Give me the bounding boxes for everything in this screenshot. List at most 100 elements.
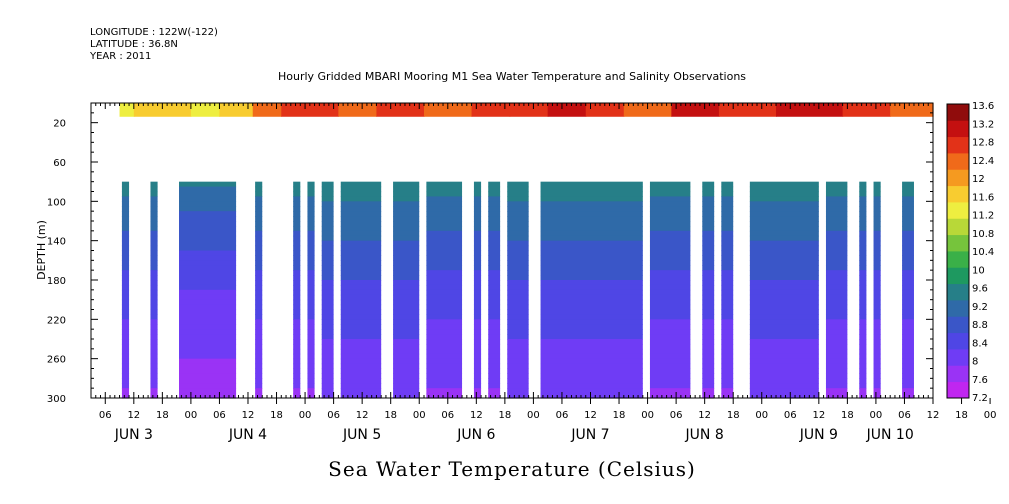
temperature-cell	[473, 265, 482, 271]
temperature-cell	[179, 304, 237, 311]
temperature-cell	[426, 358, 463, 365]
temperature-cell	[179, 388, 237, 394]
temperature-cell	[507, 309, 529, 316]
temperature-cell	[473, 270, 482, 276]
temperature-cell	[859, 363, 867, 370]
temperature-cell	[873, 216, 881, 222]
temperature-cell	[426, 339, 463, 345]
temperature-cell	[293, 206, 301, 212]
temperature-cell	[255, 348, 263, 355]
temperature-cell	[540, 255, 643, 261]
temperature-cell	[859, 348, 867, 355]
temperature-cell	[540, 270, 643, 276]
temperature-cell	[825, 348, 848, 355]
temperature-cell	[488, 294, 501, 301]
temperature-cell	[825, 211, 848, 217]
temperature-cell	[307, 181, 315, 188]
date-label: JUN 3	[114, 427, 153, 443]
temperature-cell	[902, 280, 914, 286]
temperature-cell	[121, 304, 130, 311]
temperature-cell	[293, 201, 301, 207]
temperature-cell	[825, 275, 848, 281]
temperature-cell	[721, 211, 734, 217]
temperature-cell	[721, 299, 734, 306]
temperature-cell	[507, 225, 529, 232]
surface-cell	[252, 103, 282, 117]
temperature-cell	[321, 216, 334, 222]
temperature-cell	[473, 294, 482, 301]
temperature-cell	[902, 211, 914, 217]
temperature-cell	[649, 383, 691, 389]
temperature-cell	[321, 289, 334, 296]
temperature-cell	[749, 378, 819, 384]
temperature-cell	[540, 343, 643, 350]
temperature-cell	[721, 378, 734, 384]
temperature-cell	[321, 260, 334, 266]
temperature-cell	[393, 260, 420, 266]
temperature-cell	[393, 339, 420, 345]
temperature-cell	[340, 245, 382, 252]
temperature-cell	[825, 353, 848, 360]
surface-cell	[376, 103, 425, 117]
temperature-cell	[150, 343, 158, 350]
temperature-cell	[507, 260, 529, 266]
temperature-cell	[255, 181, 263, 188]
temperature-cell	[426, 373, 463, 379]
temperature-cell	[293, 329, 301, 335]
temperature-cell	[749, 255, 819, 261]
surface-cell	[338, 103, 378, 117]
temperature-cell	[121, 191, 130, 198]
temperature-cell	[179, 245, 237, 252]
surface-cell	[119, 103, 135, 117]
temperature-cell	[649, 319, 691, 325]
colorbar-label: 13.6	[972, 101, 994, 112]
temperature-cell	[902, 378, 914, 384]
temperature-cell	[150, 294, 158, 301]
temperature-cell	[340, 225, 382, 232]
temperature-cell	[649, 235, 691, 242]
temperature-cell	[150, 230, 158, 237]
temperature-cell	[121, 294, 130, 301]
temperature-cell	[649, 314, 691, 320]
y-tick-label: 300	[47, 394, 66, 405]
surface-cell	[423, 103, 473, 117]
temperature-cell	[507, 363, 529, 370]
temperature-cell	[426, 294, 463, 301]
temperature-cell	[121, 275, 130, 281]
temperature-cell	[702, 255, 715, 261]
temperature-cell	[307, 284, 315, 291]
temperature-cell	[749, 299, 819, 306]
temperature-cell	[121, 373, 130, 379]
temperature-cell	[488, 206, 501, 212]
temperature-cell	[873, 314, 881, 320]
temperature-cell	[540, 314, 643, 320]
temperature-cell	[507, 181, 529, 188]
temperature-cell	[873, 309, 881, 316]
temperature-cell	[507, 245, 529, 252]
temperature-cell	[307, 373, 315, 379]
temperature-cell	[393, 324, 420, 330]
temperature-cell	[307, 275, 315, 281]
temperature-cell	[393, 383, 420, 389]
temperature-cell	[649, 191, 691, 198]
temperature-cell	[649, 181, 691, 188]
temperature-cell	[859, 196, 867, 202]
data-block	[121, 181, 130, 399]
temperature-cell	[540, 280, 643, 286]
temperature-cell	[121, 211, 130, 217]
temperature-cell	[426, 314, 463, 320]
temperature-cell	[255, 299, 263, 306]
temperature-cell	[859, 255, 867, 261]
temperature-cell	[649, 284, 691, 291]
temperature-cell	[321, 230, 334, 237]
temperature-cell	[340, 250, 382, 257]
surface-cell	[509, 103, 549, 117]
temperature-cell	[179, 309, 237, 316]
temperature-cell	[540, 201, 643, 207]
temperature-cell	[307, 206, 315, 212]
temperature-cell	[902, 196, 914, 202]
temperature-cell	[902, 255, 914, 261]
temperature-cell	[902, 225, 914, 232]
temperature-cell	[859, 186, 867, 193]
temperature-cell	[649, 393, 691, 399]
